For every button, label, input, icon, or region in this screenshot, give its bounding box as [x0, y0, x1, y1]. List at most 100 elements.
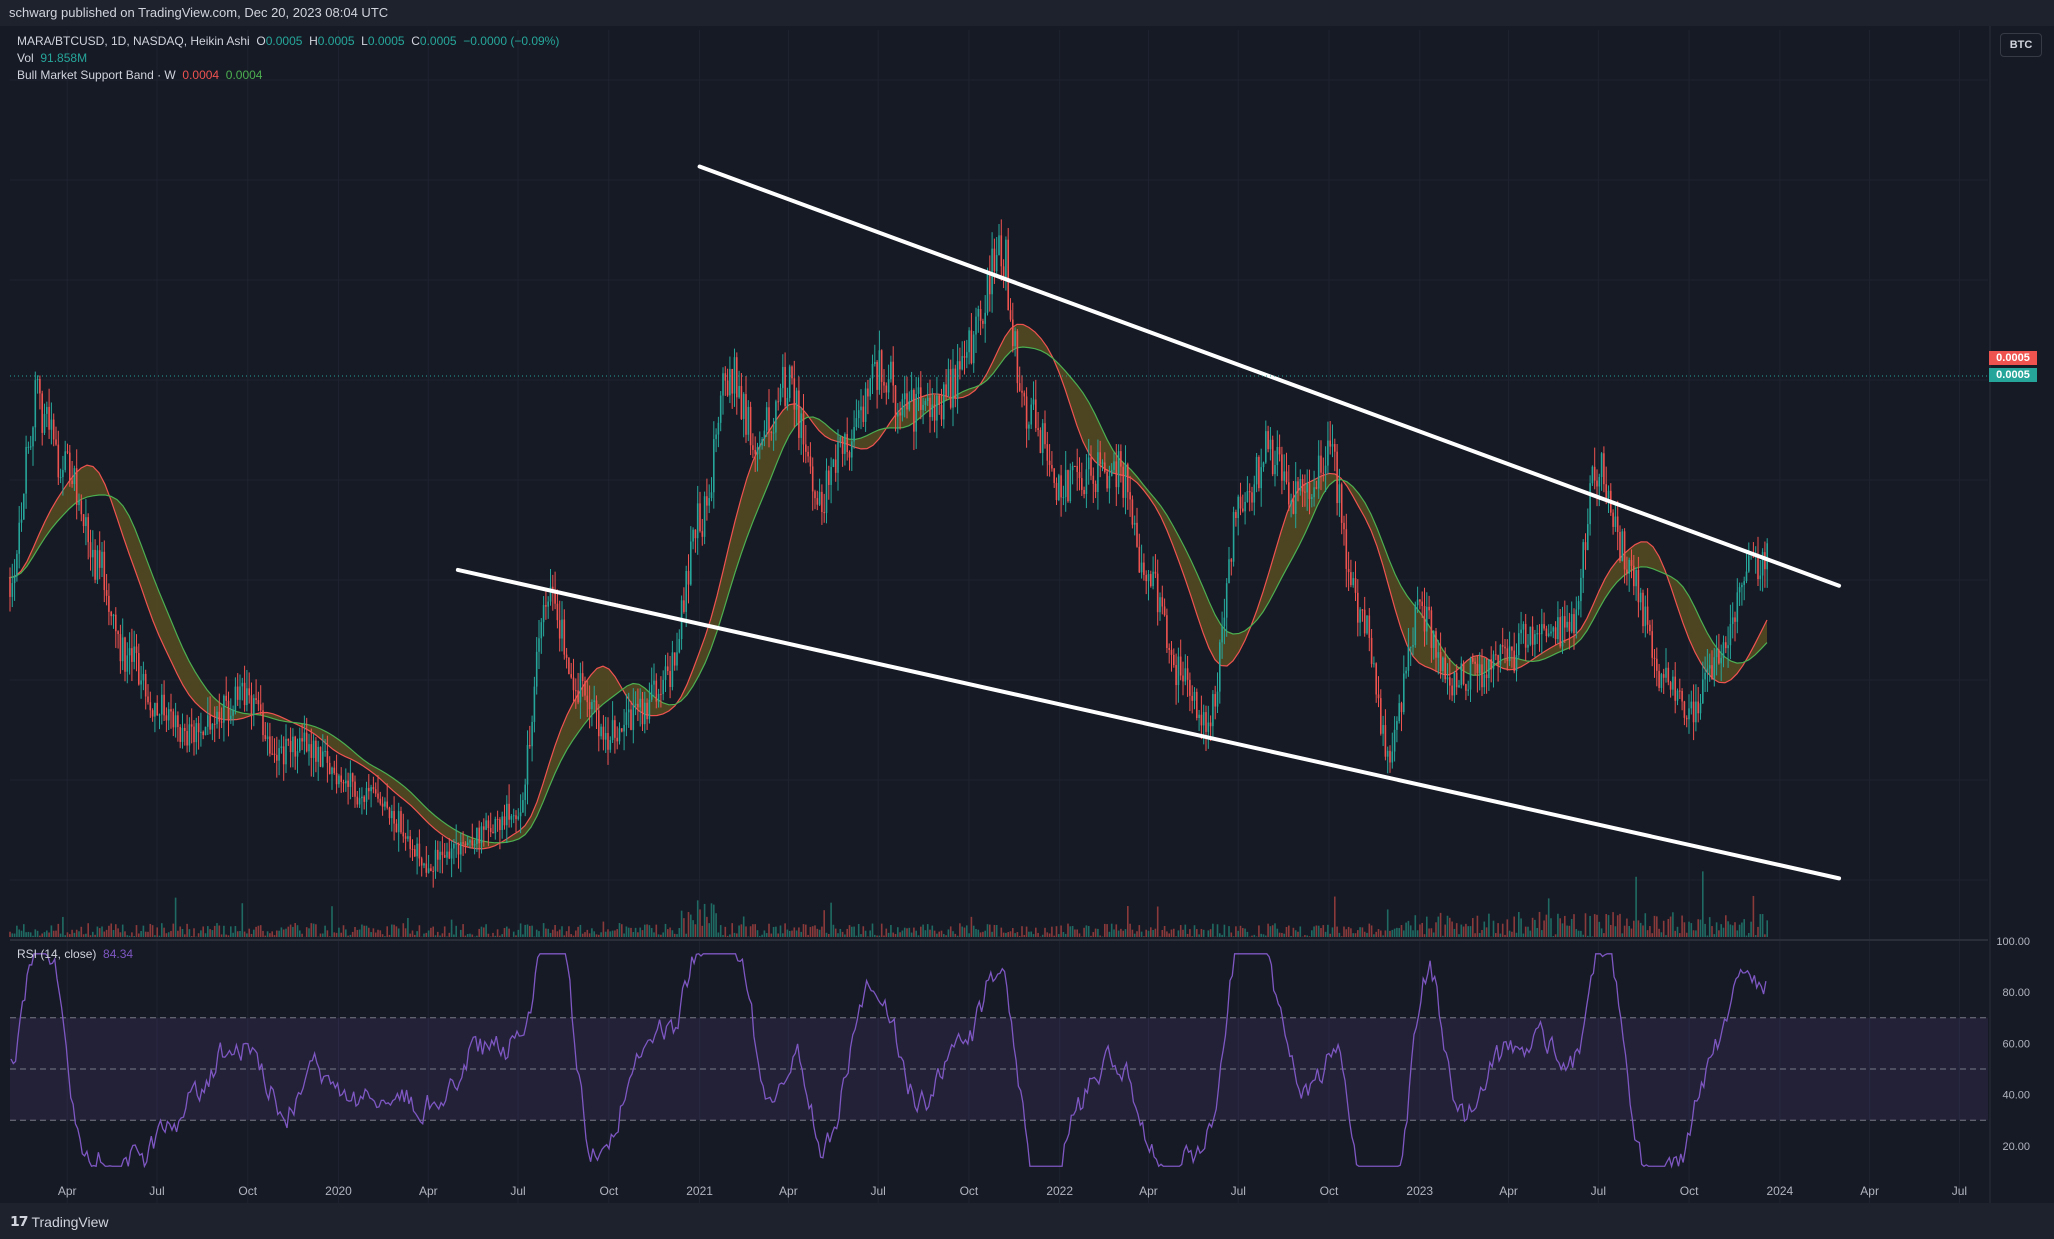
candle-body — [1446, 677, 1449, 680]
volume-bar — [1702, 871, 1704, 937]
candle-body — [161, 694, 163, 715]
candle-body — [1209, 722, 1212, 727]
volume-bar — [1708, 917, 1711, 937]
volume-bar — [455, 925, 457, 937]
volume-bar — [1497, 923, 1499, 937]
volume-bar — [172, 923, 175, 937]
candle-body — [1343, 522, 1345, 530]
currency-badge[interactable]: BTC — [2000, 33, 2042, 57]
volume-bar — [393, 924, 395, 937]
candle-body — [506, 803, 508, 826]
volume-bar — [246, 933, 248, 937]
volume-bar — [795, 930, 798, 937]
volume-bar — [13, 933, 16, 937]
candle-body — [1501, 645, 1504, 647]
volume-bar — [1262, 934, 1265, 937]
volume-bar — [496, 929, 499, 937]
candle-body — [446, 851, 448, 858]
volume-bar — [621, 924, 623, 937]
volume-bar — [349, 934, 352, 937]
volume-bar — [1258, 925, 1260, 937]
candle-body — [1260, 467, 1262, 489]
volume-bar — [1085, 925, 1088, 937]
volume-bar — [715, 913, 717, 937]
candle-body — [230, 715, 232, 720]
volume-bar — [365, 925, 368, 937]
volume-bar — [995, 925, 998, 937]
candle-body — [1485, 674, 1488, 679]
volume-bar — [1168, 933, 1170, 937]
volume-bar — [485, 924, 487, 937]
candle-body — [200, 731, 202, 733]
candle-body — [775, 401, 777, 433]
candle-body — [425, 863, 428, 873]
volume-bar — [558, 929, 561, 937]
x-tick-label: Jul — [149, 1184, 164, 1198]
volume-bar — [338, 927, 340, 937]
candle-body — [1225, 583, 1228, 618]
candle-body — [1534, 634, 1536, 645]
candle-body — [1628, 559, 1630, 574]
volume-bar — [305, 927, 308, 937]
candle-body — [963, 356, 966, 358]
candle-body — [464, 843, 467, 845]
x-tick-label: 2021 — [686, 1184, 713, 1198]
volume-bar — [579, 924, 582, 937]
candle-body — [756, 447, 759, 455]
candle-body — [1308, 483, 1311, 500]
candle-body — [968, 330, 970, 353]
candle-body — [1037, 428, 1039, 431]
candle-body — [1699, 703, 1702, 714]
candle-body — [257, 700, 260, 705]
volume-bar — [250, 933, 253, 937]
rsi-tick-label: 20.00 — [2002, 1141, 2030, 1153]
candle-body — [1748, 555, 1750, 572]
candle-body — [39, 379, 41, 394]
candle-body — [542, 605, 545, 623]
candle-body — [1246, 491, 1249, 502]
candle-body — [115, 614, 117, 632]
candle-body — [1529, 626, 1532, 645]
tradingview-logo[interactable]: 𝟭𝟳 TradingView — [10, 1213, 109, 1230]
candle-body — [844, 434, 846, 454]
volume-value: 91.858M — [40, 51, 88, 65]
candle-body — [71, 480, 73, 484]
price-tag-upper: 0.0005 — [1989, 351, 2037, 365]
volume-bar — [52, 930, 55, 937]
volume-bar — [1329, 933, 1331, 937]
candle-body — [89, 542, 92, 558]
volume-bar — [441, 933, 444, 937]
candle-body — [1676, 690, 1679, 701]
volume-bar — [1667, 919, 1670, 937]
candle-body — [1405, 670, 1407, 674]
volume-bar — [508, 928, 510, 937]
candle-body — [1083, 489, 1085, 495]
volume-bar — [1062, 931, 1065, 937]
volume-bar — [1018, 935, 1021, 937]
volume-bar — [207, 926, 209, 937]
candle-body — [349, 773, 352, 787]
volume-bar — [209, 929, 211, 937]
volume-bar — [644, 924, 646, 937]
volume-bar — [561, 926, 563, 937]
candle-body — [1002, 266, 1005, 279]
candle-body — [322, 751, 324, 767]
volume-bar — [581, 933, 584, 937]
candle-body — [1389, 750, 1391, 763]
volume-bar — [1012, 928, 1014, 937]
candle-body — [1320, 455, 1322, 473]
candle-body — [177, 715, 179, 728]
candle-body — [181, 727, 184, 742]
candle-body — [1184, 668, 1187, 682]
volume-bar — [1278, 932, 1281, 937]
candle-body — [73, 468, 76, 484]
volume-bar — [648, 925, 651, 937]
candle-body — [1543, 624, 1545, 629]
candle-body — [1605, 484, 1607, 499]
candle-body — [1702, 679, 1704, 704]
volume-bar — [929, 929, 931, 937]
candle-body — [239, 686, 241, 700]
candle-body — [46, 406, 48, 414]
volume-bar — [1122, 930, 1124, 937]
